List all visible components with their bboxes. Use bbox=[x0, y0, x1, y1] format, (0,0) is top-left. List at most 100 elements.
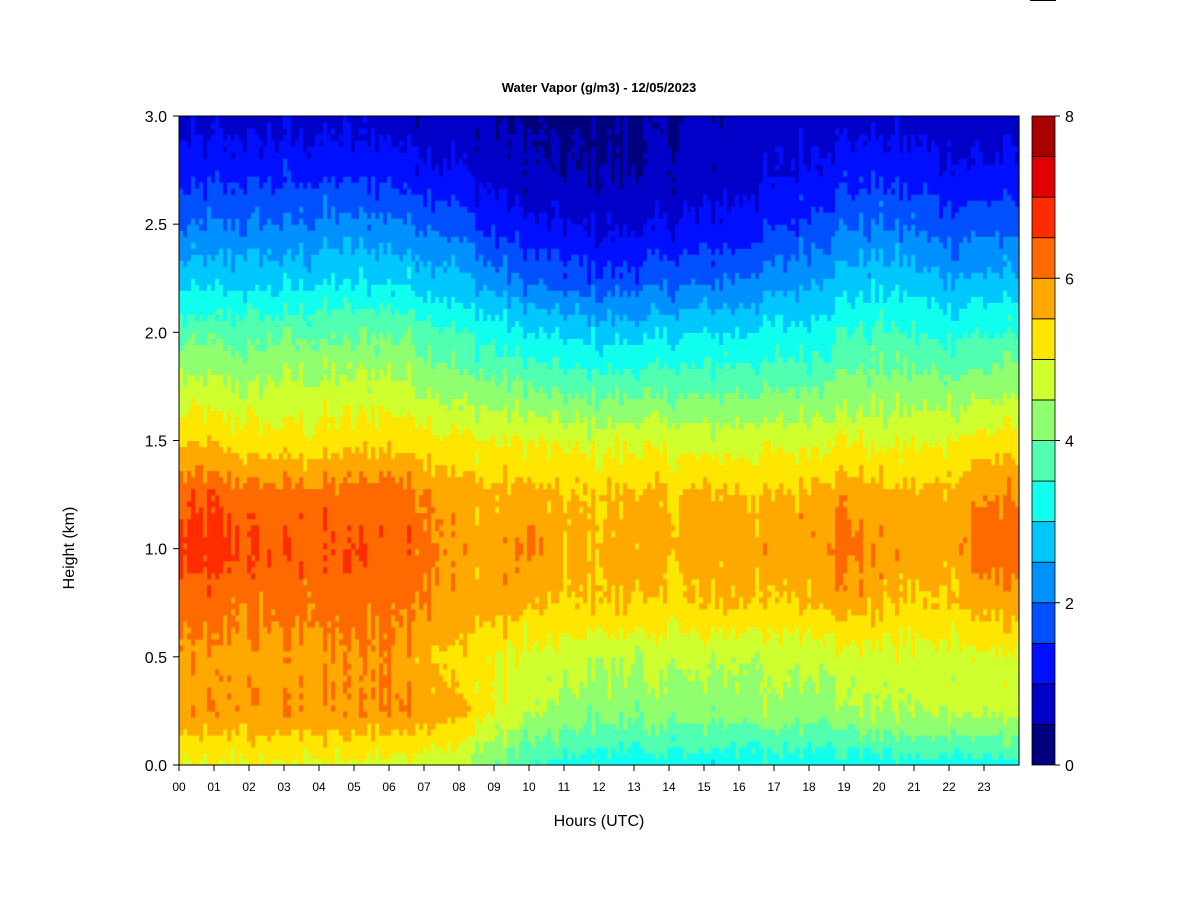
heatmap-cell bbox=[203, 332, 208, 339]
heatmap-cell bbox=[247, 326, 252, 333]
heatmap-cell bbox=[243, 308, 248, 315]
heatmap-cell bbox=[227, 483, 232, 490]
heatmap-cell bbox=[231, 260, 236, 267]
heatmap-cell bbox=[211, 747, 216, 754]
heatmap-cell bbox=[231, 573, 236, 580]
heatmap-cell bbox=[239, 447, 244, 454]
heatmap-cell bbox=[183, 675, 188, 682]
heatmap-cell bbox=[239, 320, 244, 327]
heatmap-cell bbox=[223, 422, 228, 429]
heatmap-cell bbox=[203, 278, 208, 285]
heatmap-cell bbox=[219, 428, 224, 435]
heatmap-cell bbox=[187, 368, 192, 375]
heatmap-cell bbox=[187, 278, 192, 285]
heatmap-cell bbox=[223, 242, 228, 249]
heatmap-cell bbox=[211, 374, 216, 381]
heatmap-cell bbox=[239, 362, 244, 369]
heatmap-cell bbox=[231, 362, 236, 369]
heatmap-cell bbox=[227, 128, 232, 135]
heatmap-cell bbox=[251, 669, 256, 676]
heatmap-cell bbox=[239, 116, 244, 123]
heatmap-cell bbox=[231, 206, 236, 213]
heatmap-cell bbox=[243, 374, 248, 381]
heatmap-cell bbox=[251, 495, 256, 502]
heatmap-cell bbox=[235, 549, 240, 556]
heatmap-cell bbox=[227, 362, 232, 369]
heatmap-cell bbox=[195, 182, 200, 189]
heatmap-cell bbox=[211, 272, 216, 279]
heatmap-cell bbox=[211, 266, 216, 273]
heatmap-cell bbox=[187, 639, 192, 646]
heatmap-cell bbox=[207, 687, 212, 694]
heatmap-cell bbox=[223, 332, 228, 339]
heatmap-cell bbox=[223, 645, 228, 652]
heatmap-cell bbox=[195, 140, 200, 147]
heatmap-cell bbox=[203, 585, 208, 592]
heatmap-cell bbox=[191, 747, 196, 754]
heatmap-cell bbox=[247, 392, 252, 399]
heatmap-cell bbox=[199, 182, 204, 189]
heatmap-cell bbox=[199, 170, 204, 177]
heatmap-cell bbox=[195, 561, 200, 568]
heatmap-cell bbox=[183, 663, 188, 670]
heatmap-cell bbox=[191, 531, 196, 538]
heatmap-cell bbox=[235, 711, 240, 718]
heatmap-cell bbox=[219, 729, 224, 736]
heatmap-cell bbox=[243, 705, 248, 712]
heatmap-cell bbox=[239, 182, 244, 189]
heatmap-cell bbox=[179, 296, 184, 303]
heatmap-cell bbox=[223, 194, 228, 201]
heatmap-cell bbox=[219, 164, 224, 171]
heatmap-cell bbox=[203, 735, 208, 742]
heatmap-cell bbox=[207, 428, 212, 435]
heatmap-cell bbox=[231, 735, 236, 742]
heatmap-cell bbox=[179, 519, 184, 526]
heatmap-cell bbox=[207, 380, 212, 387]
heatmap-cell bbox=[195, 266, 200, 273]
heatmap-cell bbox=[243, 699, 248, 706]
heatmap-cell bbox=[231, 122, 236, 129]
heatmap-cell bbox=[179, 230, 184, 237]
heatmap-cell bbox=[235, 639, 240, 646]
heatmap-cell bbox=[251, 561, 256, 568]
heatmap-cell bbox=[195, 386, 200, 393]
heatmap-cell bbox=[235, 314, 240, 321]
heatmap-cell bbox=[215, 555, 220, 562]
heatmap-cell bbox=[183, 350, 188, 357]
heatmap-cell bbox=[179, 194, 184, 201]
heatmap-cell bbox=[199, 122, 204, 129]
heatmap-cell bbox=[231, 278, 236, 285]
heatmap-cell bbox=[183, 308, 188, 315]
heatmap-cell bbox=[211, 428, 216, 435]
heatmap-cell bbox=[179, 699, 184, 706]
heatmap-cell bbox=[231, 338, 236, 345]
heatmap-cell bbox=[211, 350, 216, 357]
heatmap-cell bbox=[191, 410, 196, 417]
heatmap-cell bbox=[187, 284, 192, 291]
heatmap-cell bbox=[203, 693, 208, 700]
heatmap-cell bbox=[203, 272, 208, 279]
heatmap-cell bbox=[219, 170, 224, 177]
heatmap-cell bbox=[191, 332, 196, 339]
heatmap-cell bbox=[223, 465, 228, 472]
heatmap-cell bbox=[227, 266, 232, 273]
heatmap-cell bbox=[207, 753, 212, 760]
heatmap-cell bbox=[191, 380, 196, 387]
heatmap-cell bbox=[191, 441, 196, 448]
heatmap-cell bbox=[239, 290, 244, 297]
heatmap-cell bbox=[199, 447, 204, 454]
heatmap-cell bbox=[247, 212, 252, 219]
heatmap-cell bbox=[219, 651, 224, 658]
heatmap-cell bbox=[211, 344, 216, 351]
heatmap-cell bbox=[191, 140, 196, 147]
heatmap-cell bbox=[231, 392, 236, 399]
heatmap-cell bbox=[207, 266, 212, 273]
heatmap-cell bbox=[187, 164, 192, 171]
heatmap-cell bbox=[215, 735, 220, 742]
heatmap-cell bbox=[243, 531, 248, 538]
heatmap-cell bbox=[239, 615, 244, 622]
heatmap-cell bbox=[219, 657, 224, 664]
heatmap-cell bbox=[195, 128, 200, 135]
heatmap-cell bbox=[223, 284, 228, 291]
heatmap-cell bbox=[215, 681, 220, 688]
